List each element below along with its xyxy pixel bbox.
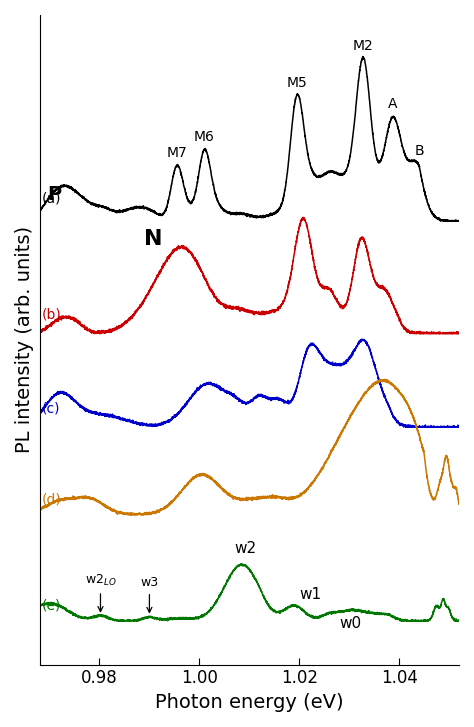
Text: w2: w2 xyxy=(234,540,256,555)
Text: w0: w0 xyxy=(339,616,361,631)
Text: (c): (c) xyxy=(42,401,61,416)
Text: M6: M6 xyxy=(194,130,215,144)
Text: w1: w1 xyxy=(299,587,321,602)
Text: (a): (a) xyxy=(42,192,62,206)
Text: P: P xyxy=(47,185,61,204)
Text: M7: M7 xyxy=(166,146,187,161)
Text: w2$_{LO}$: w2$_{LO}$ xyxy=(85,573,116,611)
X-axis label: Photon energy (eV): Photon energy (eV) xyxy=(155,693,344,712)
Text: M2: M2 xyxy=(353,39,374,53)
Text: (b): (b) xyxy=(42,308,62,322)
Text: N: N xyxy=(145,228,163,249)
Text: M5: M5 xyxy=(286,76,307,90)
Text: A: A xyxy=(388,97,398,111)
Text: w3: w3 xyxy=(140,576,158,612)
Text: B: B xyxy=(414,144,424,158)
Y-axis label: PL intensity (arb. units): PL intensity (arb. units) xyxy=(15,226,34,454)
Text: (d): (d) xyxy=(42,493,62,507)
Text: (e): (e) xyxy=(42,599,62,613)
